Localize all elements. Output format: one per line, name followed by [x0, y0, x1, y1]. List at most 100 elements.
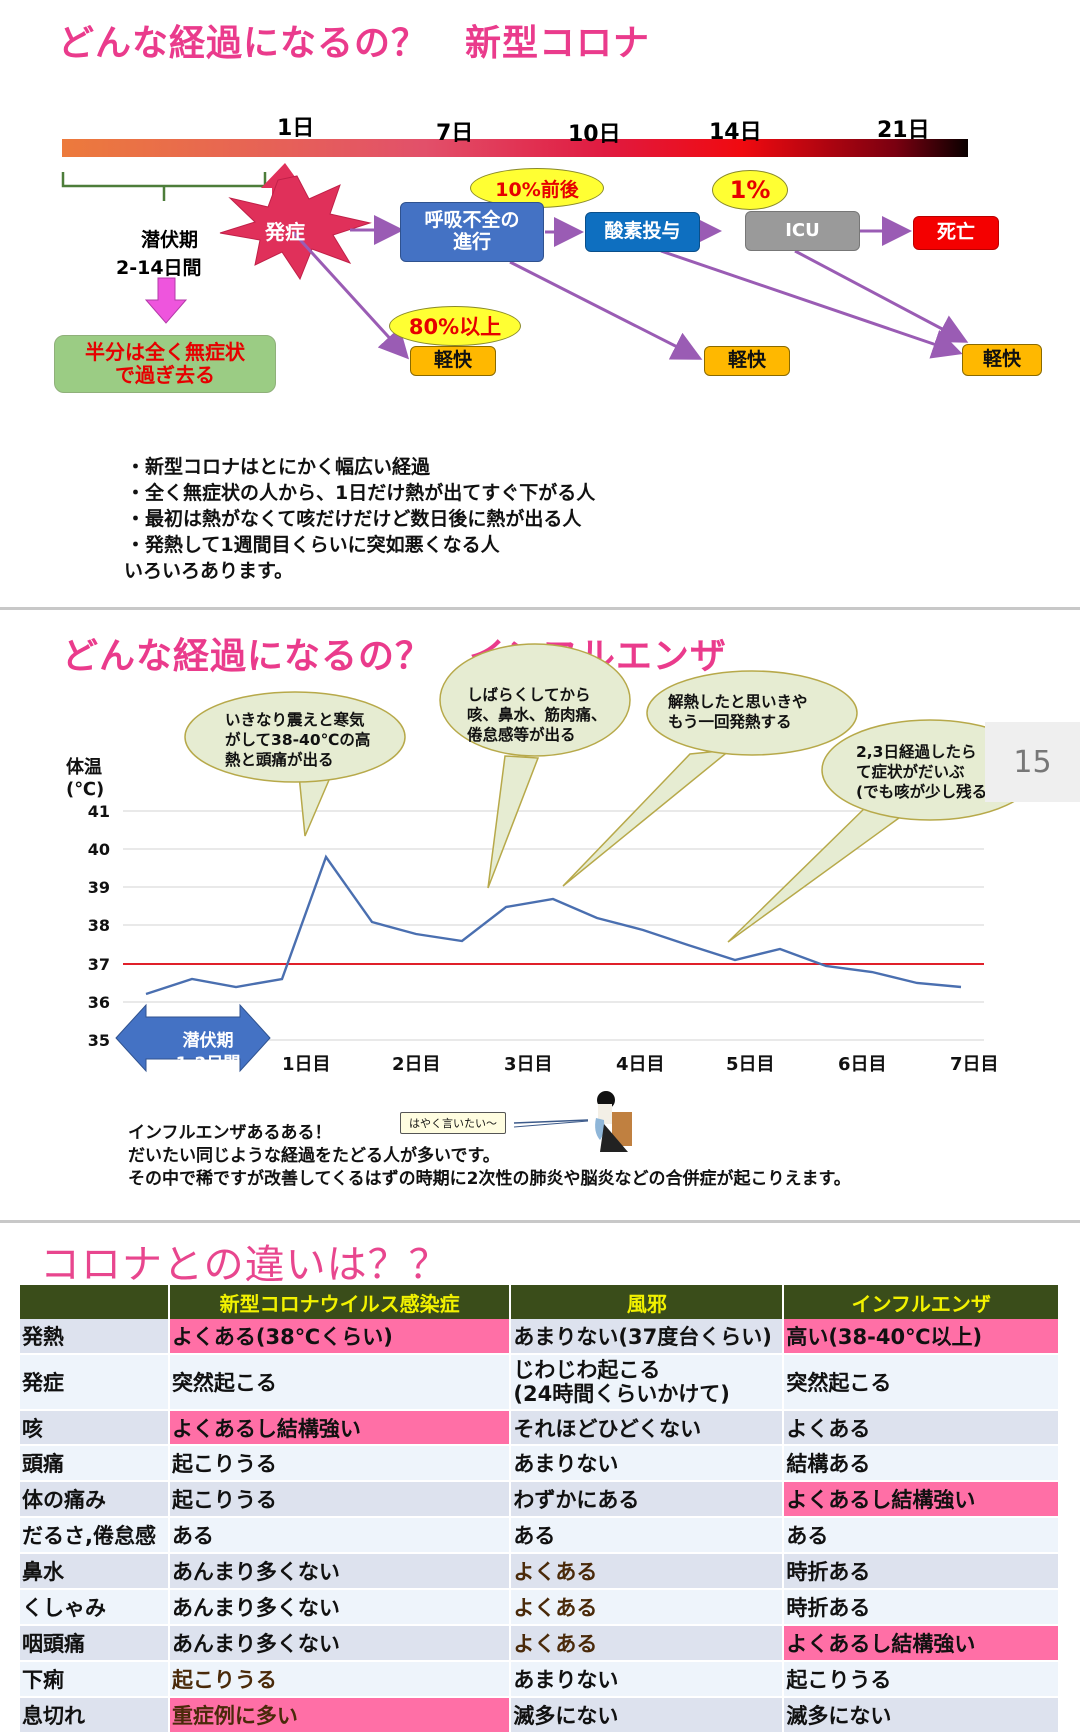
timeline-label-day1: 1日 — [277, 116, 315, 141]
flu-cell: 起こりうる — [783, 1661, 1060, 1698]
callout-line: て症状がだいぶ — [856, 763, 965, 781]
callout-line: しばらくしてから — [467, 686, 591, 704]
y-axis-title-line1: 体温 — [66, 757, 102, 778]
symptom-cell: 頭痛 — [20, 1445, 170, 1482]
cold-cell: あまりない — [510, 1445, 785, 1482]
table-header-row: 新型コロナウイルス感染症 風邪 インフルエンザ — [20, 1285, 1060, 1319]
bullet-item: ・全く無症状の人から、1日だけ熱が出てすぐ下がる人 — [126, 482, 596, 504]
cold-cell: よくある — [510, 1589, 785, 1626]
y-tick: 39 — [87, 878, 110, 897]
x-tick: 6日目 — [838, 1054, 887, 1075]
y-axis-title-line2: (℃) — [66, 779, 105, 800]
flu-cell: よくあるし結構強い — [783, 1481, 1060, 1518]
death-box: 死亡 — [913, 216, 999, 250]
callout-line: 熱と頭痛が出る — [225, 751, 334, 769]
recover-box-1: 軽快 — [410, 346, 496, 376]
timeline-label-day7: 7日 — [436, 121, 474, 146]
symptom-cell: 鼻水 — [20, 1553, 170, 1590]
corona-cell: あんまり多くない — [168, 1589, 512, 1626]
x-tick: 5日目 — [726, 1054, 775, 1075]
table-row: 発熱 よくある(38℃くらい) あまりない(37度台くらい) 高い(38-40℃… — [20, 1319, 1060, 1355]
symptom-cell: 咳 — [20, 1410, 170, 1446]
callout-symptoms: しばらくしてから 咳、鼻水、筋肉痛、 倦怠感等が出る — [467, 685, 607, 745]
callout-recovery: 2,3日経過したら て症状がだいぶ (でも咳が少し残る — [856, 742, 986, 802]
bullet-item: ・新型コロナはとにかく幅広い経過 — [126, 456, 431, 478]
y-tick: 36 — [87, 993, 110, 1012]
ukiyoe-figure-icon — [513, 1091, 632, 1152]
callout-line: もう一回発熱する — [668, 713, 792, 731]
pct-80-badge: 80%以上 — [389, 306, 521, 346]
onset-burst-icon — [219, 175, 372, 281]
slide-divider — [0, 607, 1080, 610]
incubation-arrow-label: 潜伏期 1-2日間 — [146, 1030, 270, 1076]
symptom-cell: 下痢 — [20, 1661, 170, 1698]
y-tick: 40 — [87, 840, 110, 859]
flu-cell: 滅多にない — [783, 1697, 1060, 1734]
header-flu: インフルエンザ — [783, 1285, 1060, 1319]
resp-line2: 進行 — [452, 231, 491, 253]
bullet-closing: いろいろあります。 — [124, 560, 294, 582]
recover-box-3: 軽快 — [962, 344, 1042, 376]
note-line: だいたい同じような経過をたどる人が多いです。 — [128, 1146, 500, 1166]
corona-cell: あんまり多くない — [168, 1625, 512, 1662]
cold-cell: ある — [510, 1517, 785, 1554]
table-row: 下痢 起こりうる あまりない 起こりうる — [20, 1661, 1060, 1698]
y-tick: 37 — [87, 955, 110, 974]
corona-cell: 起こりうる — [168, 1481, 512, 1518]
symptom-cell: 体の痛み — [20, 1481, 170, 1518]
corona-cell: あんまり多くない — [168, 1553, 512, 1590]
callout-line: がして38-40℃の高 — [225, 731, 371, 749]
pct-10-badge: 10%前後 — [470, 168, 604, 208]
flu-cell: よくある — [783, 1410, 1060, 1446]
table-row: 咳 よくあるし結構強い それほどひどくない よくある — [20, 1410, 1060, 1446]
x-tick: 3日目 — [504, 1054, 553, 1075]
symptom-cell: 発熱 — [20, 1319, 170, 1355]
corona-cell: 起こりうる — [168, 1445, 512, 1482]
table-row: だるさ,倦怠感 ある ある ある — [20, 1517, 1060, 1554]
flu-notes: インフルエンザあるある！ だいたい同じような経過をたどる人が多いです。 その中で… — [128, 1122, 851, 1191]
cold-cell: よくある — [510, 1625, 785, 1662]
flu-cell: よくあるし結構強い — [783, 1625, 1060, 1662]
corona-cell: ある — [168, 1517, 512, 1554]
incubation-double-arrow-icon — [115, 1003, 271, 1073]
resp-line1: 呼吸不全の — [424, 209, 520, 232]
covid-flow-diagram — [61, 163, 969, 360]
x-tick: 4日目 — [616, 1054, 665, 1075]
pct-1-badge: 1% — [712, 170, 788, 210]
table-row: 発症 突然起こる じわじわ起こる (24時間くらいかけて) 突然起こる — [20, 1354, 1060, 1411]
header-corona: 新型コロナウイルス感染症 — [168, 1285, 512, 1319]
page-number-badge: 15 — [985, 722, 1080, 802]
callout-line: 2,3日経過したら — [856, 743, 977, 761]
header-symptom — [20, 1285, 170, 1319]
icu-box: ICU — [745, 211, 860, 251]
timeline-label-day14: 14日 — [709, 120, 762, 145]
cold-cell: わずかにある — [510, 1481, 785, 1518]
incubation-line1: 潜伏期 — [140, 229, 198, 251]
cold-cell: よくある — [510, 1553, 785, 1590]
incubation-bracket — [61, 172, 267, 201]
onset-label: 発症 — [265, 220, 305, 244]
incubation-arrow-line1: 潜伏期 — [182, 1031, 234, 1051]
y-tick: 41 — [87, 802, 110, 821]
corona-cell: 突然起こる — [168, 1354, 512, 1411]
callout-second-fever: 解熱したと思いきや もう一回発熱する — [668, 692, 808, 732]
bullet-item: ・最初は熱がなくて咳だけだけど数日後に熱が出る人 — [126, 508, 582, 530]
table-row: 息切れ 重症例に多い 滅多にない 滅多にない — [20, 1697, 1060, 1734]
timeline-label-day21: 21日 — [877, 118, 930, 143]
note-line: その中で稀ですが改善してくるはずの時期に2次性の肺炎や脳炎などの合併症が起こりえ… — [128, 1169, 851, 1189]
callout-line: いきなり震えと寒気 — [225, 711, 365, 729]
bullet-item: ・発熱して1週間目くらいに突如悪くなる人 — [126, 534, 500, 556]
symptom-cell: 咽頭痛 — [20, 1625, 170, 1662]
note-line: インフルエンザあるある！ — [128, 1123, 332, 1143]
table-row: くしゃみ あんまり多くない よくある 時折ある — [20, 1589, 1060, 1626]
cold-cell: じわじわ起こる (24時間くらいかけて) — [510, 1354, 785, 1411]
callout-line: 倦怠感等が出る — [467, 726, 576, 744]
header-cold: 風邪 — [510, 1285, 785, 1319]
symptom-cell: だるさ,倦怠感 — [20, 1517, 170, 1554]
slide1-title: どんな経過になるの？ 新型コロナ — [58, 23, 651, 64]
flu-cell: ある — [783, 1517, 1060, 1554]
asymptomatic-line2: で過ぎ去る — [115, 363, 215, 387]
comparison-table: 新型コロナウイルス感染症 風邪 インフルエンザ 発熱 よくある(38℃くらい) … — [20, 1285, 1060, 1734]
cold-cell: あまりない — [510, 1661, 785, 1698]
oxygen-box: 酸素投与 — [585, 212, 700, 252]
